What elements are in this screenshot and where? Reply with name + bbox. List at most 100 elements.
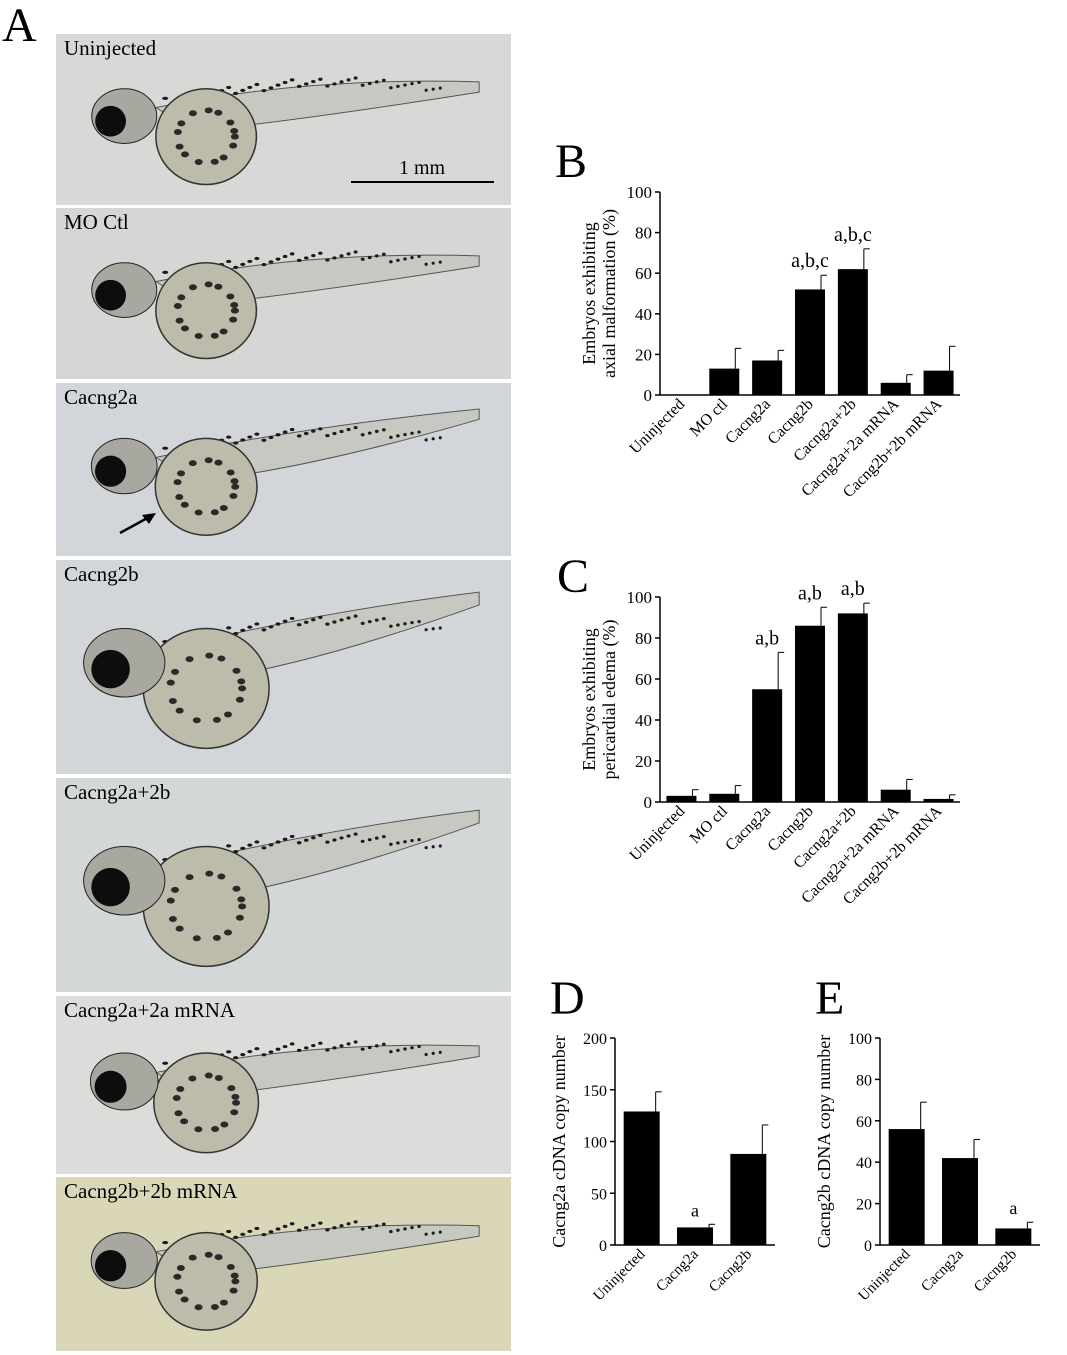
pigment-spot [247,843,253,847]
pigment-spot [353,425,358,430]
pigment-spot [254,432,260,436]
pigment-spot [410,1225,414,1230]
pigment-spot [396,434,400,438]
pigment-spot [226,1050,232,1054]
pigment-spot [226,844,232,848]
pigment-spot [346,427,351,432]
yolk-pigment [226,119,235,126]
embryo-drawing [83,809,480,968]
embryo-eye [91,649,130,689]
yolk-pigment [175,143,184,150]
yolk-pigment [232,667,241,674]
x-category-label: Cacng2a [722,803,774,855]
bar [837,269,868,395]
pigment-spot [261,263,267,267]
pigment-spot [410,431,414,435]
pigment-spot [389,260,393,264]
pigment-spot [325,840,330,844]
pigment-spot [311,618,316,622]
pigment-spot [332,620,337,624]
pigment-spot [424,1052,428,1057]
pigment-spot [254,256,260,261]
y-tick-label: 40 [635,711,652,730]
pigment-spot [240,88,246,92]
pigment-spot [318,833,323,838]
chart-b-axial-malformation: 0 20 40 60 80 100 Embryos exhibitingaxial malf… [575,175,975,505]
embryo-yolk [142,627,270,750]
pigment-spot [318,77,323,81]
pigment-spot [396,623,400,627]
embryo-drawing [89,1040,480,1154]
pigment-spot [275,840,281,844]
yolk-pigment [188,110,197,117]
pigment-spot [325,1048,330,1052]
pigment-spot [325,84,330,88]
bar [709,368,740,395]
pigment-spot [296,1048,302,1052]
pigment-spot [289,1222,295,1226]
pigment-spot [268,1230,274,1234]
yolk-pigment [172,1095,181,1102]
yolk-pigment [217,873,226,880]
pigment-spot [424,846,428,850]
chart-d-cacng2a-copy-number: 0 50 100 150 200 Cacng2a cDNA copy number Unin… [549,1030,785,1350]
embryo-yolk [153,1052,260,1154]
y-tick-label: 60 [856,1114,872,1131]
yolk-pigment [204,1072,213,1079]
embryo-eye [94,1250,127,1282]
pigment-spot [417,838,421,842]
pigment-spot [389,842,393,846]
pigment-spot [339,254,344,258]
y-tick-label: 0 [644,793,653,812]
pigment-spot [282,430,288,434]
panel-letter-d: D [550,972,585,1025]
embryo-yolk [142,845,270,968]
pigment-spot [296,434,302,438]
pigment-spot [247,1050,253,1054]
yolk-pigment [185,656,194,663]
pigment-spot [233,1056,239,1060]
embryo-photo: Cacng2a+2b [56,778,511,992]
bar [880,789,911,802]
pigment-spot [438,626,442,630]
pigment-spot [346,834,351,838]
pigment-spot [431,627,435,631]
yolk-pigment [175,493,184,500]
y-axis-label-line: Embryos exhibiting [579,222,599,365]
pigment-spot [438,436,442,440]
pigment-spot [289,252,295,256]
pigment-spot [275,622,281,626]
pigment-spot [268,435,274,440]
yolk-pigment [226,469,235,476]
yolk-pigment [231,1093,240,1100]
yolk-pigment [224,929,233,936]
pigment-spot [417,620,421,624]
pigment-spot [360,433,365,437]
yolk-pigment [204,107,213,114]
yolk-pigment [175,317,184,324]
yolk-pigment [235,696,244,703]
pigment-spot [360,621,365,625]
pigment-spot [275,83,281,87]
bar [888,1129,925,1245]
pigment-spot [346,1042,351,1046]
pigment-spot [275,433,281,437]
yolk-pigment [217,655,226,662]
yolk-pigment [194,1126,203,1133]
pigment-spot [346,78,351,82]
embryo-eye [95,105,126,137]
photo-label: Cacng2a [64,385,138,409]
embryo-drawing [83,591,480,750]
pigment-spot [424,438,428,442]
pigment-spot [240,262,246,266]
pigment-spot [367,431,372,435]
pigment-spot [162,1241,169,1245]
embryo-yolk [154,437,258,536]
pigment-spot [332,431,337,436]
pigment-spot [318,427,323,431]
yolk-pigment [171,668,180,675]
photo-label: Cacng2a+2b [64,780,171,804]
pigment-spot [381,1222,386,1226]
pigment-spot [339,836,344,840]
significance-label: a,b [798,582,822,604]
